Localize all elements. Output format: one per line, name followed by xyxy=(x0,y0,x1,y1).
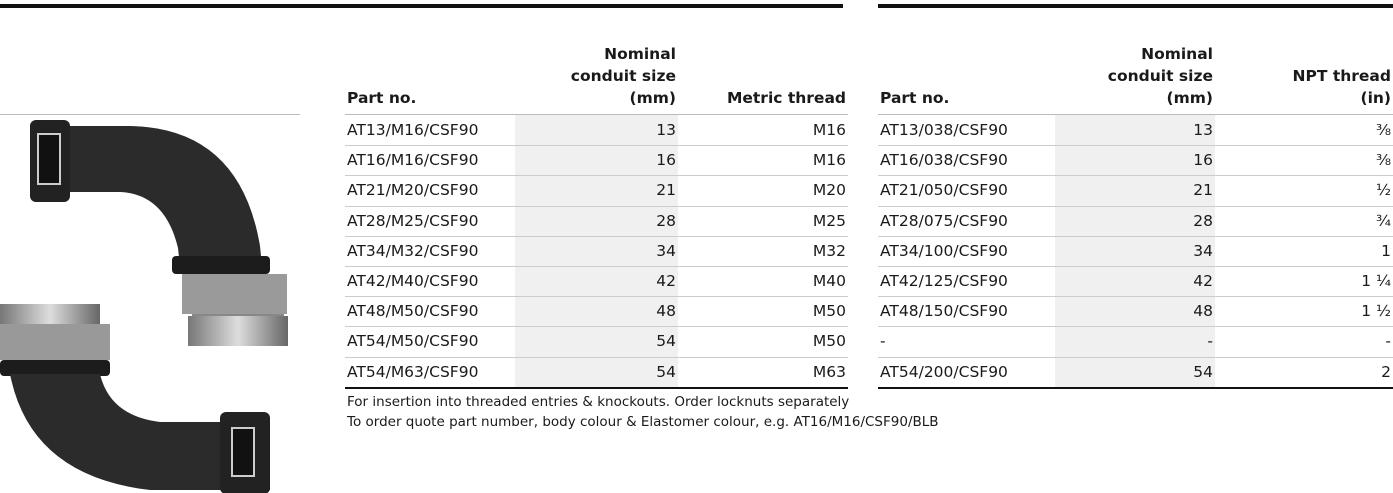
note: To order quote part number, body colour … xyxy=(347,414,939,430)
table-cell: 16 xyxy=(1193,151,1213,170)
row-rule xyxy=(878,326,1393,328)
product-images xyxy=(0,120,288,493)
shaded-column xyxy=(515,115,678,387)
column-header: Nominal xyxy=(604,45,676,63)
table-cell: 34 xyxy=(656,241,676,260)
table-cell: 13 xyxy=(1193,121,1213,139)
row-rule xyxy=(345,266,848,267)
table-cell: M25 xyxy=(812,211,846,230)
table-cell: - xyxy=(1385,332,1391,351)
table-cell: AT42/M40/CSF90 xyxy=(347,272,479,290)
header-rule xyxy=(0,114,300,115)
table-cell: 48 xyxy=(656,302,676,321)
top-rule xyxy=(878,4,1393,8)
table-cell: ½ xyxy=(1375,181,1391,200)
table-cell: 1 xyxy=(1381,241,1391,260)
table-cell: ¾ xyxy=(1375,211,1391,230)
table-cell: AT16/M16/CSF90 xyxy=(347,151,479,170)
table-cell: AT34/M32/CSF90 xyxy=(347,241,479,260)
table-cell: 54 xyxy=(656,362,676,381)
table-cell: 2 xyxy=(1381,362,1391,381)
table-cell: ⅜ xyxy=(1375,121,1391,139)
table-cell: M40 xyxy=(812,272,846,290)
column-header: NPT thread xyxy=(1292,67,1391,85)
row-rule xyxy=(878,356,1393,358)
table-cell: AT28/075/CSF90 xyxy=(880,211,1008,230)
column-header: Nominal xyxy=(1141,45,1213,63)
row-rule xyxy=(878,266,1393,267)
column-header: (in) xyxy=(1360,89,1391,107)
column-header: conduit size xyxy=(570,67,676,85)
header-rule xyxy=(345,114,848,115)
bottom-rule xyxy=(878,386,1393,389)
row-rule xyxy=(345,205,848,207)
row-rule xyxy=(345,356,848,358)
row-rule xyxy=(345,296,848,298)
table-cell: 42 xyxy=(656,272,676,290)
table-cell: 1 ½ xyxy=(1361,302,1391,321)
table-cell: AT13/038/CSF90 xyxy=(880,121,1008,139)
table-cell: AT21/050/CSF90 xyxy=(880,181,1008,200)
table-cell: ⅜ xyxy=(1375,151,1391,170)
table-cell: AT28/M25/CSF90 xyxy=(347,211,479,230)
bottom-rule xyxy=(345,386,848,389)
column-header: Part no. xyxy=(347,89,417,107)
top-rule xyxy=(0,4,843,8)
elbow-lower xyxy=(0,304,270,493)
table-cell: 42 xyxy=(1193,272,1213,290)
table-cell: 54 xyxy=(1193,362,1213,381)
header-rule xyxy=(878,114,1393,115)
column-header: conduit size xyxy=(1107,67,1213,85)
table-cell: 13 xyxy=(656,121,676,139)
table-cell: M20 xyxy=(812,181,846,200)
column-header: Part no. xyxy=(880,89,950,107)
row-rule xyxy=(878,296,1393,298)
table-cell: 21 xyxy=(656,181,676,200)
shaded-column xyxy=(1055,115,1215,387)
table-cell: M50 xyxy=(812,302,846,321)
table-cell: 28 xyxy=(656,211,676,230)
table-cell: M16 xyxy=(812,151,846,170)
table-cell: M16 xyxy=(812,121,846,139)
column-header: Metric thread xyxy=(726,89,846,107)
table-cell: AT42/125/CSF90 xyxy=(880,272,1008,290)
row-rule xyxy=(878,145,1393,147)
table-cell: AT48/M50/CSF90 xyxy=(347,302,479,321)
table-cell: 1 ¼ xyxy=(1361,272,1391,290)
elbow-upper xyxy=(30,120,288,346)
column-header: (mm) xyxy=(629,89,676,107)
table-cell: 16 xyxy=(656,151,676,170)
column-header: (mm) xyxy=(1166,89,1213,107)
row-rule xyxy=(345,175,848,177)
row-rule xyxy=(878,235,1393,237)
row-rule xyxy=(345,326,848,328)
table-cell: M63 xyxy=(812,362,846,381)
table-cell: - xyxy=(1207,332,1213,351)
note: For insertion into threaded entries & kn… xyxy=(347,394,850,410)
table-cell: AT34/100/CSF90 xyxy=(880,241,1008,260)
table-cell: AT54/M63/CSF90 xyxy=(347,362,479,381)
row-rule xyxy=(878,205,1393,207)
table-cell: 54 xyxy=(656,332,676,351)
row-rule xyxy=(878,175,1393,177)
table-cell: 48 xyxy=(1193,302,1213,321)
table-cell: M32 xyxy=(812,241,846,260)
row-rule xyxy=(345,145,848,147)
table-cell: AT16/038/CSF90 xyxy=(880,151,1008,170)
table-cell: AT54/M50/CSF90 xyxy=(347,332,479,351)
row-rule xyxy=(345,235,848,237)
table-cell: 28 xyxy=(1193,211,1213,230)
table-cell: 34 xyxy=(1193,241,1213,260)
table-cell: AT54/200/CSF90 xyxy=(880,362,1008,381)
table-cell: AT13/M16/CSF90 xyxy=(347,121,479,139)
table-cell: - xyxy=(880,332,886,351)
table-cell: 21 xyxy=(1193,181,1213,200)
table-cell: AT21/M20/CSF90 xyxy=(347,181,479,200)
table-cell: M50 xyxy=(812,332,846,351)
table-cell: AT48/150/CSF90 xyxy=(880,302,1008,321)
